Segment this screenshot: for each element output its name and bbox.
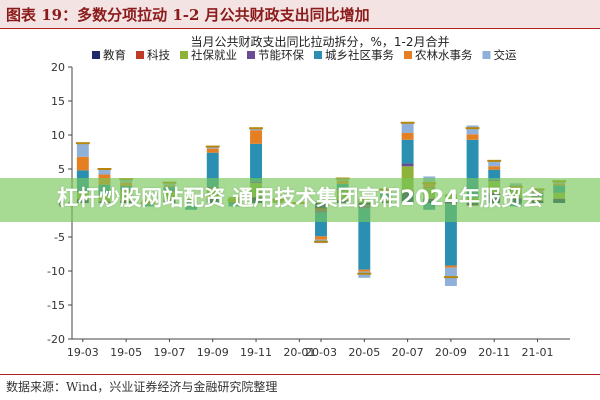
legend-swatch: [180, 51, 188, 59]
y-tick-label: 10: [51, 129, 65, 142]
legend-label: 城乡社区事务: [325, 48, 394, 62]
x-tick-label: 19-03: [67, 346, 99, 359]
x-tick-label: 20-03: [305, 346, 337, 359]
bar-segment: [444, 265, 457, 268]
bar-segment: [206, 152, 219, 187]
overlay-banner-text: 杠杆炒股网站配资 通用技术集团亮相2024年服贸会: [57, 186, 543, 210]
stacked-bar-chart: 当月公共财政支出同比拉动拆分，%，1-2月合并 教育 科技 社保就业 节能环保 城乡社区…: [47, 34, 570, 359]
y-tick-label: -15: [47, 299, 65, 312]
bar-segment: [488, 166, 501, 170]
bar-segment: [444, 204, 457, 266]
x-tick-label: 19-07: [153, 346, 185, 359]
y-tick-label: 5: [58, 163, 65, 176]
legend-swatch: [247, 51, 255, 59]
bar-segment: [250, 128, 262, 131]
bar-segment: [401, 122, 414, 133]
x-tick-label: 20-09: [435, 346, 467, 359]
legend-label: 教育: [103, 48, 126, 62]
x-tick-label: 19-11: [240, 346, 272, 359]
x-tick-label: 19-05: [110, 346, 142, 359]
legend-label: 农林水事务: [415, 48, 473, 62]
bar-segment: [315, 236, 327, 240]
bar-segment: [488, 160, 501, 167]
legend-swatch: [314, 51, 322, 59]
bar-segment: [466, 134, 479, 140]
chart-legend: 教育 科技 社保就业 节能环保 城乡社区事务 农林水事务 交运: [92, 48, 517, 62]
figure-header: [0, 0, 600, 28]
legend-label: 节能环保: [258, 48, 304, 62]
y-tick-label: -10: [47, 265, 65, 278]
bar-segment: [488, 169, 501, 180]
x-tick-label: 20-01: [283, 346, 315, 359]
header-divider: [0, 28, 600, 29]
y-tick-label: -5: [54, 231, 65, 244]
bar-segment: [250, 130, 262, 144]
legend-label: 交运: [494, 48, 517, 62]
bar-segment: [358, 269, 371, 272]
bar-segment: [315, 212, 327, 237]
bar-segment: [98, 169, 111, 175]
bar-segment: [250, 143, 262, 182]
x-tick-label: 20-11: [478, 346, 510, 359]
bar-segment: [358, 271, 371, 278]
bar-segment: [206, 148, 219, 153]
legend-swatch: [136, 51, 144, 59]
x-tick-label: 21-01: [522, 346, 554, 359]
legend-label: 科技: [147, 48, 170, 62]
y-tick-label: 20: [51, 61, 65, 74]
bar-segment: [76, 156, 89, 171]
x-tick-label: 19-09: [197, 346, 229, 359]
overlay-banner: [0, 178, 600, 222]
bar-segment: [466, 139, 479, 198]
bar-segment: [401, 163, 414, 167]
bar-segment: [401, 132, 414, 140]
source-note: 数据来源：Wind，兴业证券经济与金融研究院整理: [6, 380, 278, 394]
bar-segment: [76, 143, 89, 157]
chart-title: 当月公共财政支出同比拉动拆分，%，1-2月合并: [190, 34, 449, 49]
bar-segment: [401, 139, 414, 164]
x-tick-label: 20-07: [392, 346, 424, 359]
y-tick-label: -20: [47, 333, 65, 346]
figure-title: 图表 19：多数分项拉动 1-2 月公共财政支出同比增加: [6, 6, 370, 24]
bar-segment: [358, 208, 371, 270]
bar-segment: [466, 125, 479, 135]
bar-segment: [206, 146, 219, 149]
footer-divider: [0, 374, 600, 375]
legend-swatch: [92, 51, 100, 59]
legend-label: 社保就业: [191, 48, 237, 62]
legend-swatch: [404, 51, 412, 59]
legend-swatch: [482, 51, 491, 59]
x-tick-label: 20-05: [348, 346, 380, 359]
y-tick-label: 15: [51, 95, 65, 108]
